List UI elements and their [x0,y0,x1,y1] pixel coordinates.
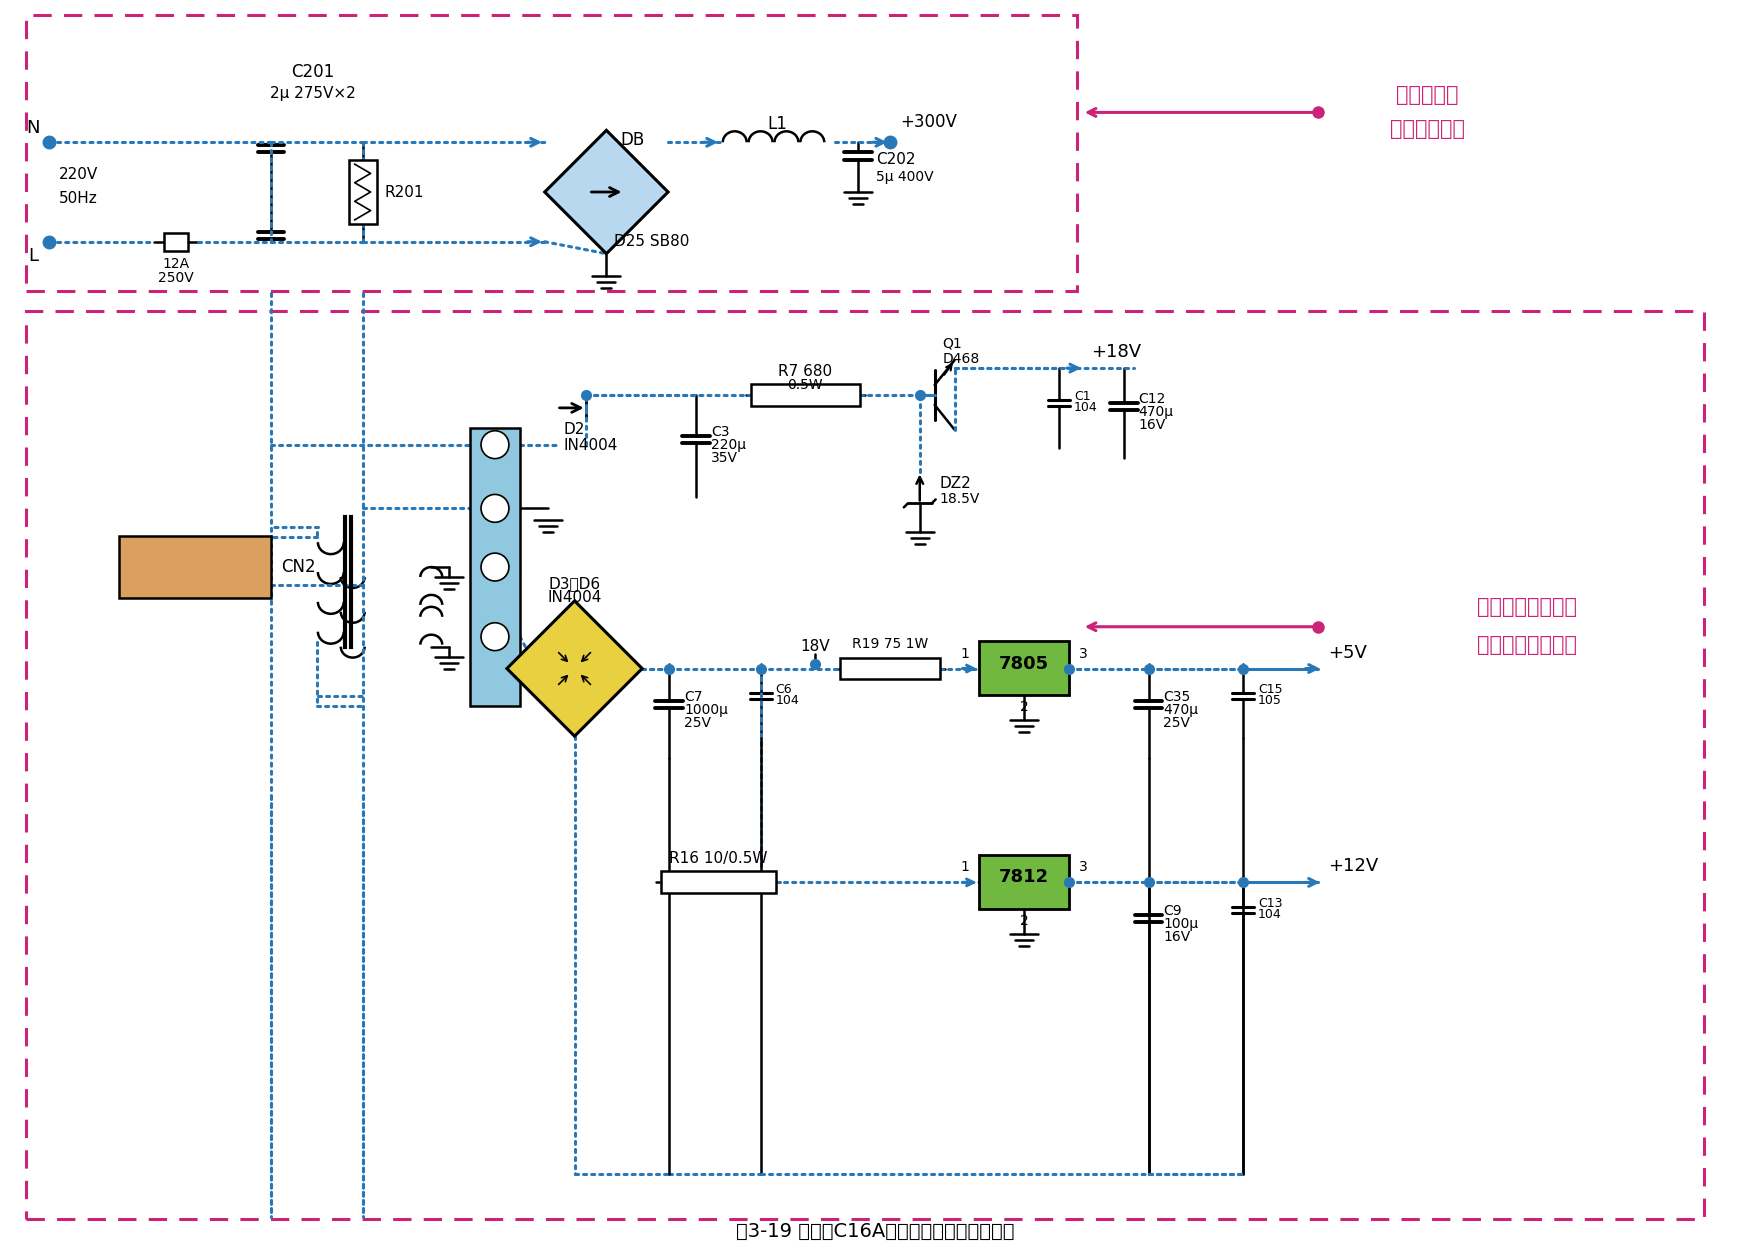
Text: 16V: 16V [1164,929,1191,944]
Text: 470μ: 470μ [1164,703,1198,717]
Text: 图3-19 格兰仕C16A型电磁炉的电源供电电路: 图3-19 格兰仕C16A型电磁炉的电源供电电路 [735,1222,1015,1241]
Text: C7: C7 [685,689,702,704]
Text: 25V: 25V [685,715,711,730]
Text: C3: C3 [711,425,728,440]
Polygon shape [545,130,667,253]
Text: C202: C202 [875,152,915,166]
Text: 220V: 220V [59,166,98,181]
Text: 1: 1 [491,437,500,452]
Bar [980,641,1069,696]
Text: Q1: Q1 [943,337,963,350]
Text: R16 10/0.5W: R16 10/0.5W [669,851,767,866]
Circle shape [480,494,508,523]
Text: 18.5V: 18.5V [940,492,980,507]
Text: L1: L1 [767,116,788,133]
Text: +12V: +12V [1328,857,1378,876]
Bar [470,427,521,707]
Bar [119,537,271,597]
Text: DZ2: DZ2 [940,476,971,491]
Text: 250V: 250V [157,271,194,284]
Text: 105: 105 [1258,694,1282,708]
Text: 12A: 12A [162,257,189,271]
Text: R7 680: R7 680 [779,364,832,379]
Text: IN4004: IN4004 [564,438,618,453]
Text: 35V: 35V [711,451,737,465]
Text: 5μ 400V: 5μ 400V [875,170,933,184]
Text: IN4004: IN4004 [547,590,601,605]
Text: D3～D6: D3～D6 [549,576,601,591]
Text: 2: 2 [1020,700,1029,714]
Text: 3: 3 [1080,861,1088,874]
Text: 7805: 7805 [999,655,1050,673]
Text: C1: C1 [1074,390,1090,404]
Text: 25V: 25V [1164,715,1190,730]
Text: 18V: 18V [800,640,830,655]
Text: DB: DB [620,132,645,149]
Bar [751,384,860,406]
Text: 4: 4 [491,630,500,643]
Text: 3: 3 [1080,647,1088,661]
Text: C9: C9 [1164,904,1183,918]
Text: C15: C15 [1258,683,1282,697]
Text: 470μ: 470μ [1139,405,1174,419]
Text: 50Hz: 50Hz [59,191,98,206]
Bar [660,872,776,893]
Text: CN2: CN2 [281,558,316,576]
Circle shape [480,431,508,458]
Text: +5V: +5V [1328,643,1366,662]
Text: C13: C13 [1258,897,1282,910]
Circle shape [480,553,508,581]
Text: N: N [26,119,40,138]
Text: R19 75 1W: R19 75 1W [853,637,928,651]
Text: C201: C201 [292,62,334,81]
Text: D25 SB80: D25 SB80 [615,235,690,250]
Text: 104: 104 [1258,908,1282,922]
Text: 7812: 7812 [999,868,1050,887]
Text: 100μ: 100μ [1164,917,1198,930]
Text: 220μ: 220μ [711,438,746,452]
Text: D468: D468 [943,353,980,366]
Text: 2: 2 [491,502,500,515]
Circle shape [480,622,508,651]
Text: R201: R201 [384,185,425,200]
Text: 2: 2 [1020,914,1029,928]
Text: 3: 3 [491,560,500,574]
Text: +300V: +300V [900,113,957,132]
Text: C6: C6 [776,683,791,697]
Text: 16V: 16V [1139,417,1165,432]
Bar [980,854,1069,909]
Text: 2μ 275V×2: 2μ 275V×2 [271,86,356,101]
Bar [349,160,377,224]
Bar [164,232,187,251]
Text: D2: D2 [564,422,585,437]
Text: 1: 1 [961,647,970,661]
Text: 整流滤波电路: 整流滤波电路 [1389,119,1464,139]
Text: L: L [28,247,38,265]
Text: 104: 104 [776,694,800,708]
Bar [840,657,940,679]
Text: C12: C12 [1139,392,1165,406]
Polygon shape [507,601,643,737]
Text: 1: 1 [961,861,970,874]
Text: 1000μ: 1000μ [685,703,728,717]
Text: 直流电源供电电路: 直流电源供电电路 [1476,597,1576,617]
Text: 交流输入及: 交流输入及 [1396,84,1459,104]
Text: +18V: +18V [1090,343,1141,361]
Text: 0.5W: 0.5W [788,378,823,392]
Text: （低压电源电路）: （低压电源电路） [1476,635,1576,655]
Text: 104: 104 [1074,401,1097,415]
Text: C35: C35 [1164,689,1191,704]
